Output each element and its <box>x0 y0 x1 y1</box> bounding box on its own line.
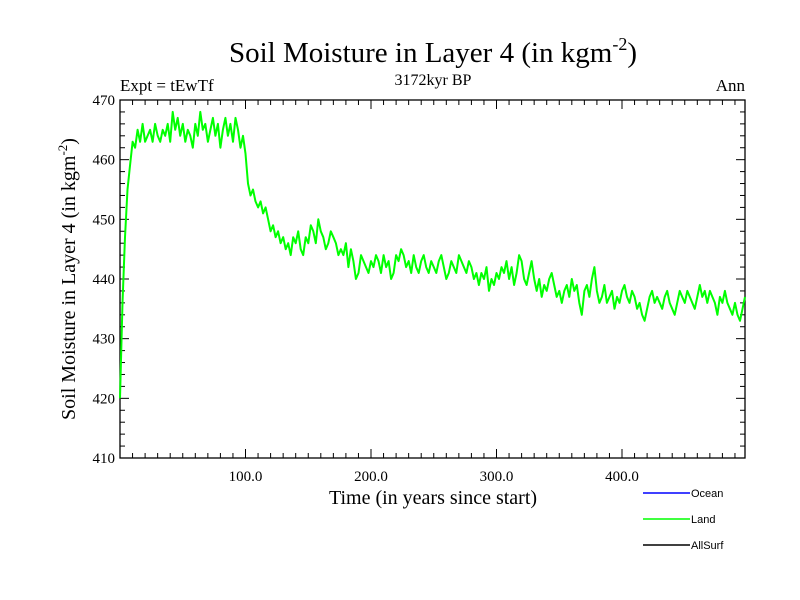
y-tick-label: 410 <box>93 451 116 467</box>
legend-ocean-label: Ocean <box>691 488 723 500</box>
x-tick-label: 100.0 <box>229 469 263 485</box>
legend-allsurf-label: AllSurf <box>691 540 724 552</box>
experiment-label: Expt = tEwTf <box>120 76 214 95</box>
x-tick-label: 400.0 <box>605 469 639 485</box>
legend: Ocean Land AllSurf <box>643 488 724 552</box>
y-axis-ticks <box>120 111 745 447</box>
legend-land-label: Land <box>691 514 715 526</box>
y-axis-tick-labels: 410 420 430 440 450 460 470 <box>93 93 116 467</box>
x-axis-label: Time (in years since start) <box>329 487 537 509</box>
y-tick-label: 460 <box>93 153 116 169</box>
y-tick-label: 420 <box>93 391 116 407</box>
x-axis-ticks <box>132 100 736 458</box>
y-tick-label: 470 <box>93 93 116 109</box>
x-tick-label: 200.0 <box>354 469 388 485</box>
period-label: 3172kyr BP <box>395 72 472 89</box>
x-tick-label: 300.0 <box>480 469 514 485</box>
plot-area <box>119 99 746 459</box>
y-tick-label: 440 <box>93 272 116 288</box>
x-axis-tick-labels: 100.0 200.0 300.0 400.0 <box>229 469 639 485</box>
land-series-line <box>119 110 746 399</box>
y-axis-label: Soil Moisture in Layer 4 (in kgm-2) <box>55 138 80 420</box>
chart-title: Soil Moisture in Layer 4 (in kgm-2) <box>229 34 637 69</box>
y-tick-label: 450 <box>93 212 116 228</box>
season-label: Ann <box>716 76 746 95</box>
y-tick-label: 430 <box>93 332 116 348</box>
